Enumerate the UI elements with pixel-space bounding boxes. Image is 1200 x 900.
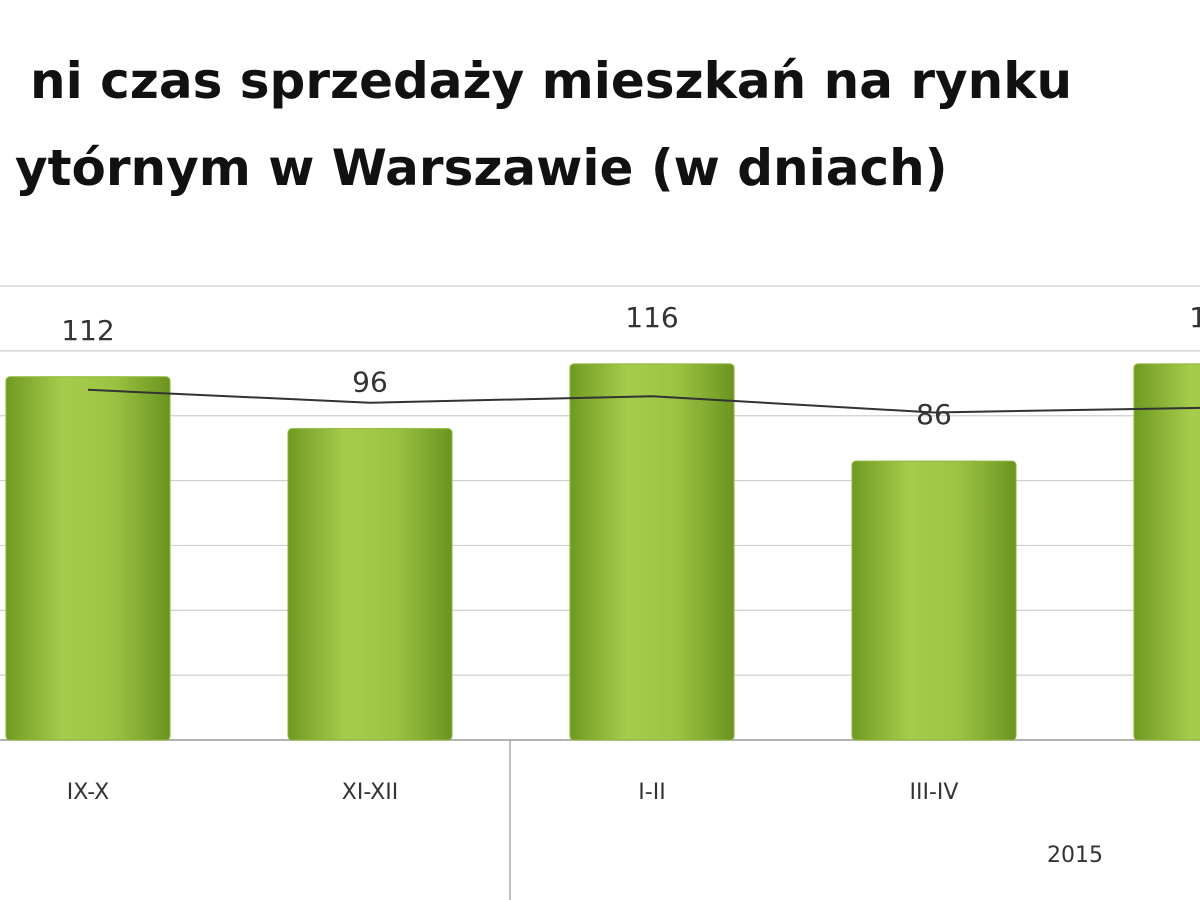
x-tick-label: XI-XII (342, 780, 398, 805)
data-label: 116 (625, 301, 678, 334)
chart-title: ytórnym w Warszawie (w dniach) (15, 139, 948, 197)
data-label: 86 (916, 398, 952, 431)
trend-line (87, 388, 1200, 414)
x-tick-label: I-II (638, 780, 665, 805)
year-label: 2015 (1047, 843, 1103, 868)
x-tick-label: III-IV (910, 780, 959, 805)
bar (569, 363, 735, 741)
data-label: 96 (352, 366, 388, 399)
chart-title: ni czas sprzedaży mieszkań na rynku (30, 52, 1072, 110)
bar (5, 376, 171, 741)
bar (287, 428, 453, 741)
x-tick-label: IX-X (67, 780, 109, 805)
data-label: 116 (1189, 301, 1200, 334)
bar (1133, 363, 1200, 741)
data-label: 112 (61, 314, 114, 347)
bar (851, 460, 1017, 741)
